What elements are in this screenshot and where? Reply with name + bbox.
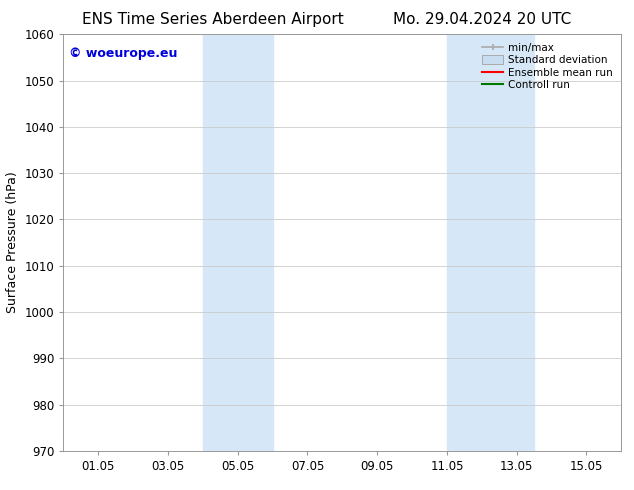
Legend: min/max, Standard deviation, Ensemble mean run, Controll run: min/max, Standard deviation, Ensemble me… xyxy=(479,40,616,94)
Text: Mo. 29.04.2024 20 UTC: Mo. 29.04.2024 20 UTC xyxy=(393,12,571,27)
Y-axis label: Surface Pressure (hPa): Surface Pressure (hPa) xyxy=(6,172,19,314)
Bar xyxy=(203,34,273,451)
Text: ENS Time Series Aberdeen Airport: ENS Time Series Aberdeen Airport xyxy=(82,12,344,27)
Text: © woeurope.eu: © woeurope.eu xyxy=(69,47,178,60)
Bar xyxy=(447,34,534,451)
